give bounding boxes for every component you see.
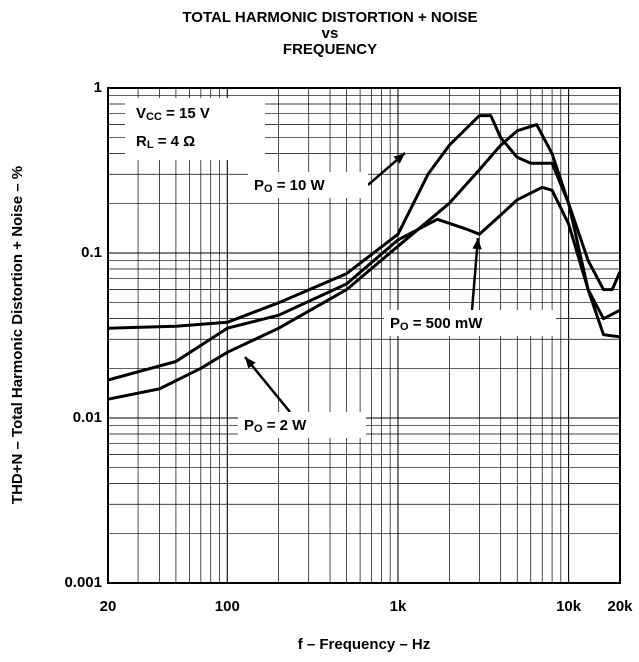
arrow-head [393, 153, 405, 164]
annotation-label: RL = 4 Ω [136, 133, 195, 151]
annotation-label: PO = 500 mW [390, 315, 483, 333]
label-base: P [254, 177, 264, 194]
y-tick-label: 0.01 [73, 409, 102, 426]
title-line: TOTAL HARMONIC DISTORTION + NOISE [182, 9, 477, 26]
label-text: = 15 V [162, 105, 210, 122]
label-sub: O [400, 321, 409, 333]
label-text: = 2 W [263, 417, 308, 434]
conditions-box [125, 98, 265, 160]
callout-arrow [470, 237, 480, 311]
arrow-head [472, 238, 482, 250]
arrow-head [245, 357, 256, 369]
x-tick-label: 100 [215, 598, 240, 615]
title-line: FREQUENCY [283, 41, 377, 58]
series-line [107, 114, 622, 330]
callout-arrow [244, 356, 291, 413]
callout-box [238, 412, 366, 438]
label-base: R [136, 133, 147, 150]
label-base: V [136, 105, 146, 122]
label-base: P [390, 315, 400, 332]
y-tick-label: 0.1 [81, 244, 102, 261]
series-line [107, 185, 621, 382]
y-axis-label: THD+N – Total Harmonic Distortion + Nois… [9, 166, 26, 504]
annotation-label: VCC = 15 V [136, 105, 210, 123]
callout-box [248, 172, 368, 198]
label-sub: O [254, 423, 263, 435]
label-sub: O [264, 183, 273, 195]
annotation-label: PO = 2 W [244, 417, 307, 435]
label-sub: CC [146, 111, 162, 123]
label-sub: L [147, 139, 154, 151]
label-text: = 10 W [273, 177, 326, 194]
y-tick-label: 1 [94, 79, 102, 96]
annotation-label: PO = 10 W [254, 177, 326, 195]
x-tick-label: 20k [607, 598, 633, 615]
x-tick-label: 20 [100, 598, 117, 615]
title-line: vs [322, 25, 339, 42]
x-axis-label: f – Frequency – Hz [298, 636, 431, 653]
callout-box [384, 310, 556, 336]
label-text: = 4 Ω [154, 133, 196, 150]
x-tick-label: 1k [390, 598, 407, 615]
series-line [107, 123, 621, 401]
x-tick-label: 10k [556, 598, 582, 615]
y-tick-label: 0.001 [64, 574, 102, 591]
label-base: P [244, 417, 254, 434]
label-text: = 500 mW [409, 315, 484, 332]
